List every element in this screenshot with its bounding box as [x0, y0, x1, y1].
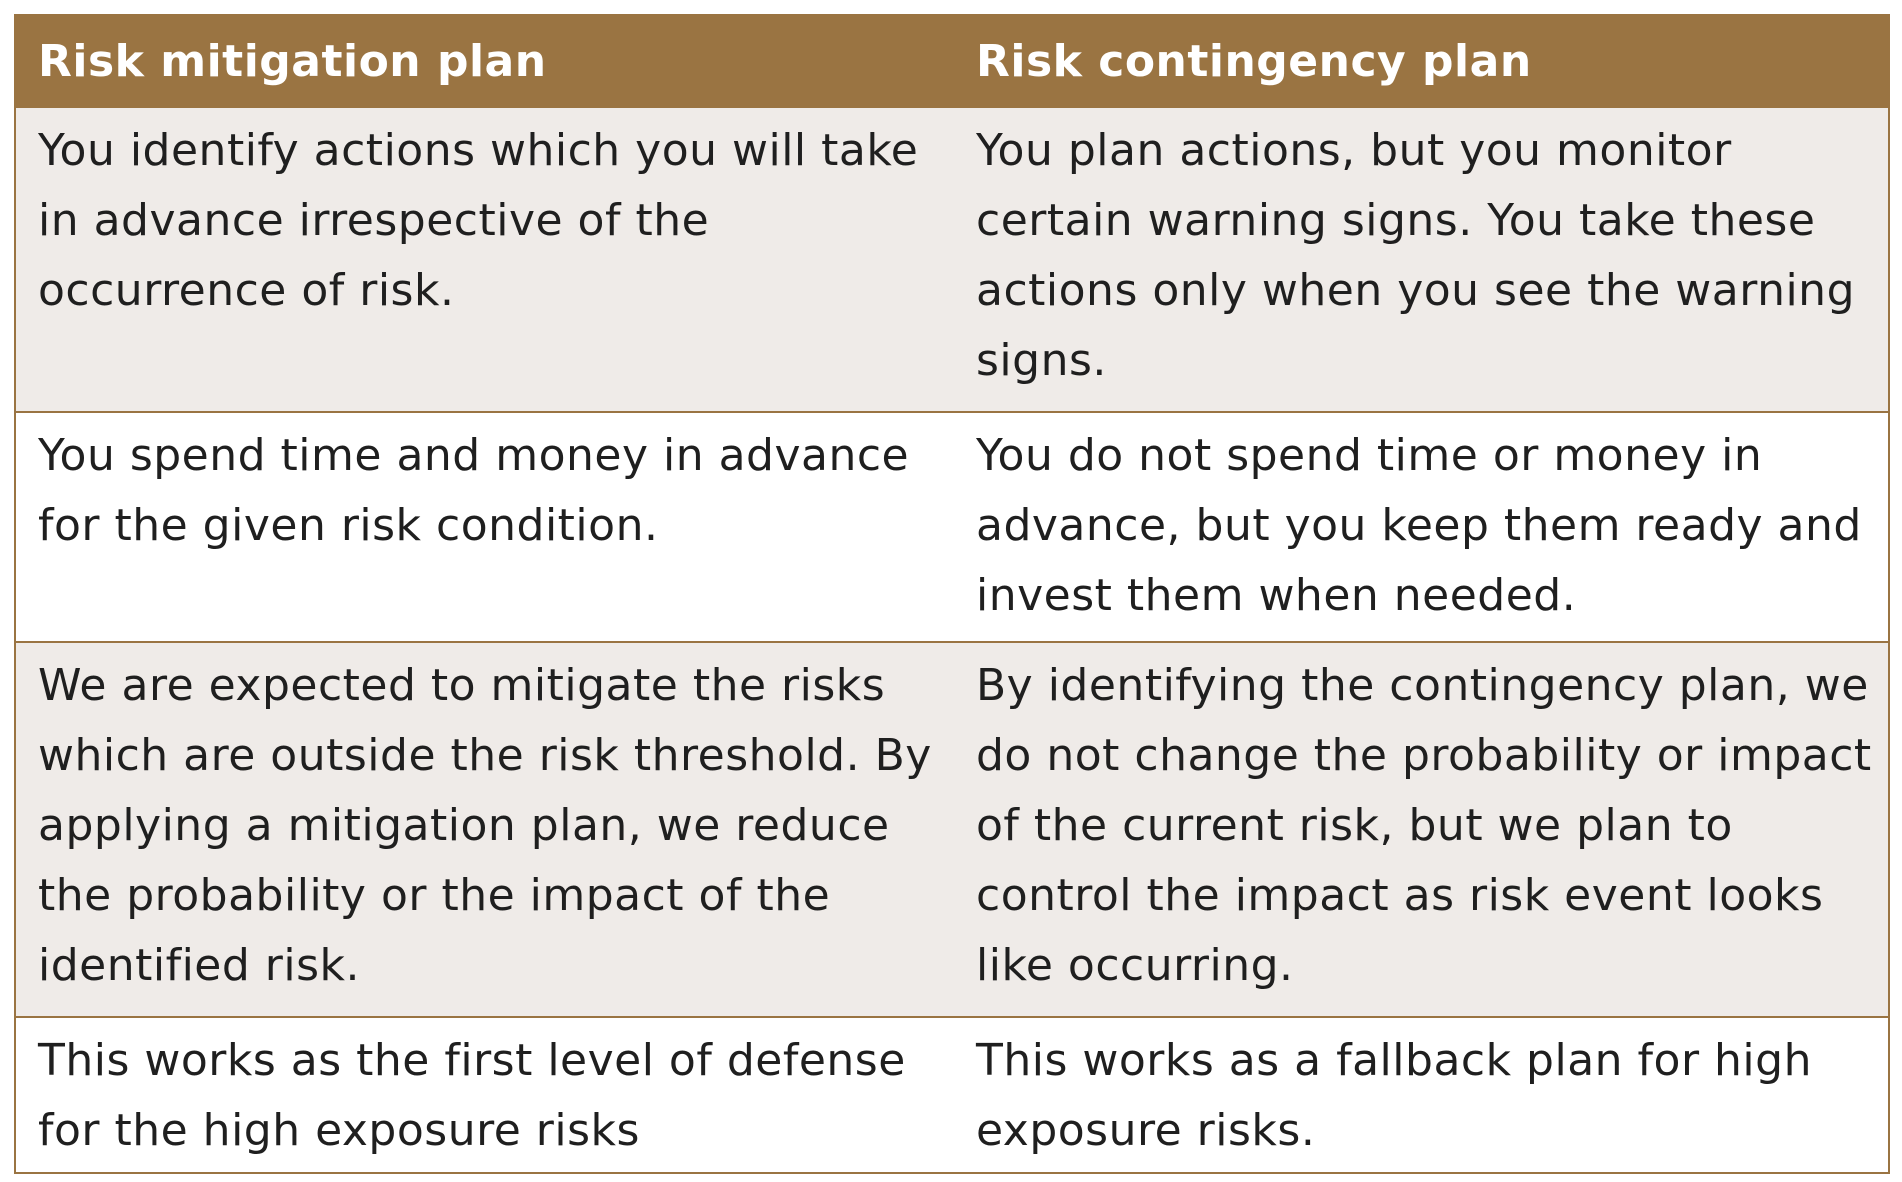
header-contingency: Risk contingency plan	[954, 16, 1888, 108]
row-2-contingency: You do not spend time or money in advanc…	[954, 411, 1888, 641]
row-2-mitigation: You spend time and money in advance for …	[16, 411, 954, 641]
header-mitigation: Risk mitigation plan	[16, 16, 954, 108]
row-3-contingency: By identifying the contingency plan, we …	[954, 641, 1888, 1016]
row-3-mitigation: We are expected to mitigate the risks wh…	[16, 641, 954, 1016]
row-1-mitigation: You identify actions which you will take…	[16, 108, 954, 411]
row-4-contingency: This works as a fallback plan for high e…	[954, 1016, 1888, 1172]
row-1-contingency: You plan actions, but you monitor certai…	[954, 108, 1888, 411]
row-4-mitigation: This works as the first level of defense…	[16, 1016, 954, 1172]
comparison-table: Risk mitigation plan Risk contingency pl…	[14, 14, 1890, 1174]
